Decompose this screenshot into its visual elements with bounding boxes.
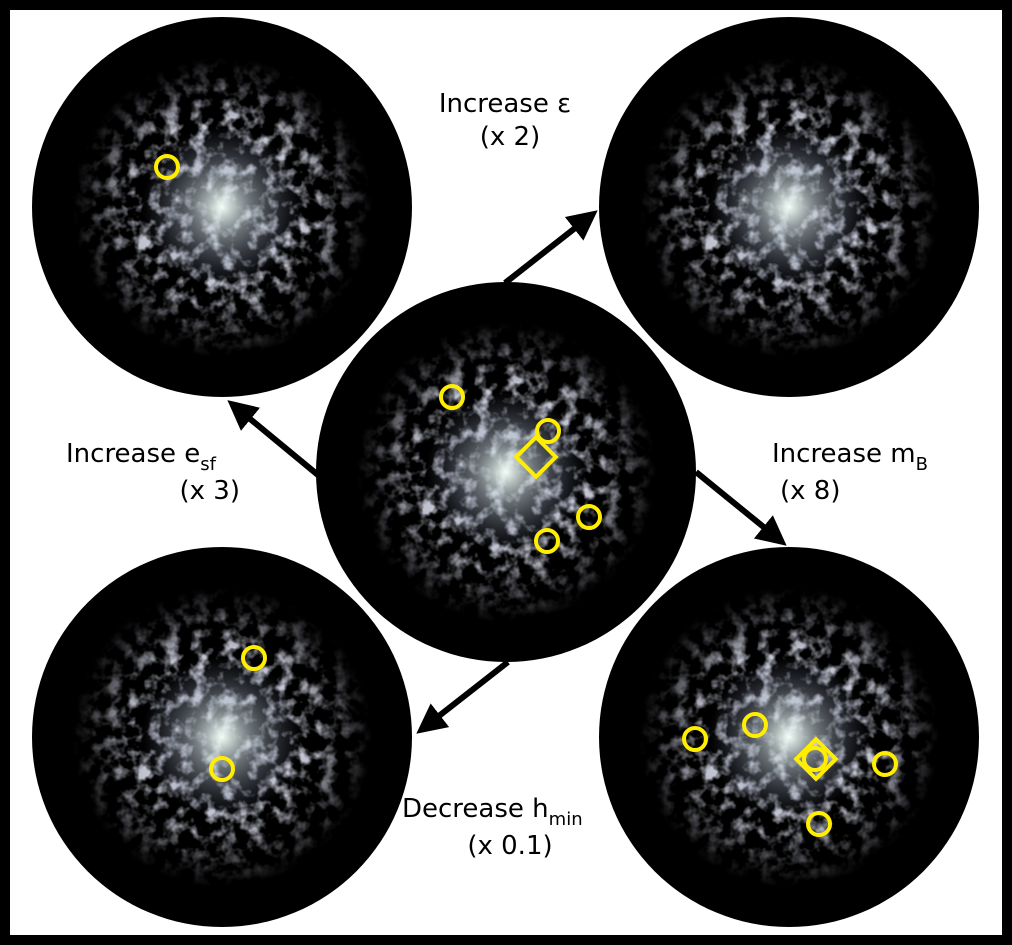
- galaxy-panel: [32, 547, 412, 927]
- label: Increase esf: [66, 439, 217, 475]
- markers: [154, 154, 898, 837]
- factor: (x 3): [180, 476, 240, 506]
- galaxy-panel: [32, 17, 412, 397]
- label: Increase mB: [772, 439, 928, 475]
- factor: (x 2): [480, 122, 540, 152]
- label-text: Decrease h: [402, 794, 549, 824]
- subscript: sf: [200, 454, 216, 475]
- subscript: B: [916, 454, 928, 475]
- label-text: Increase m: [772, 439, 916, 469]
- galaxy-panel: [599, 547, 979, 927]
- label-text: Increase e: [66, 439, 200, 469]
- factor: (x 8): [780, 476, 840, 506]
- arrows: [227, 210, 787, 734]
- label: Decrease hmin: [402, 794, 583, 830]
- subscript: min: [549, 809, 583, 830]
- label: Increase ε: [439, 89, 571, 119]
- factor: (x 0.1): [467, 831, 552, 861]
